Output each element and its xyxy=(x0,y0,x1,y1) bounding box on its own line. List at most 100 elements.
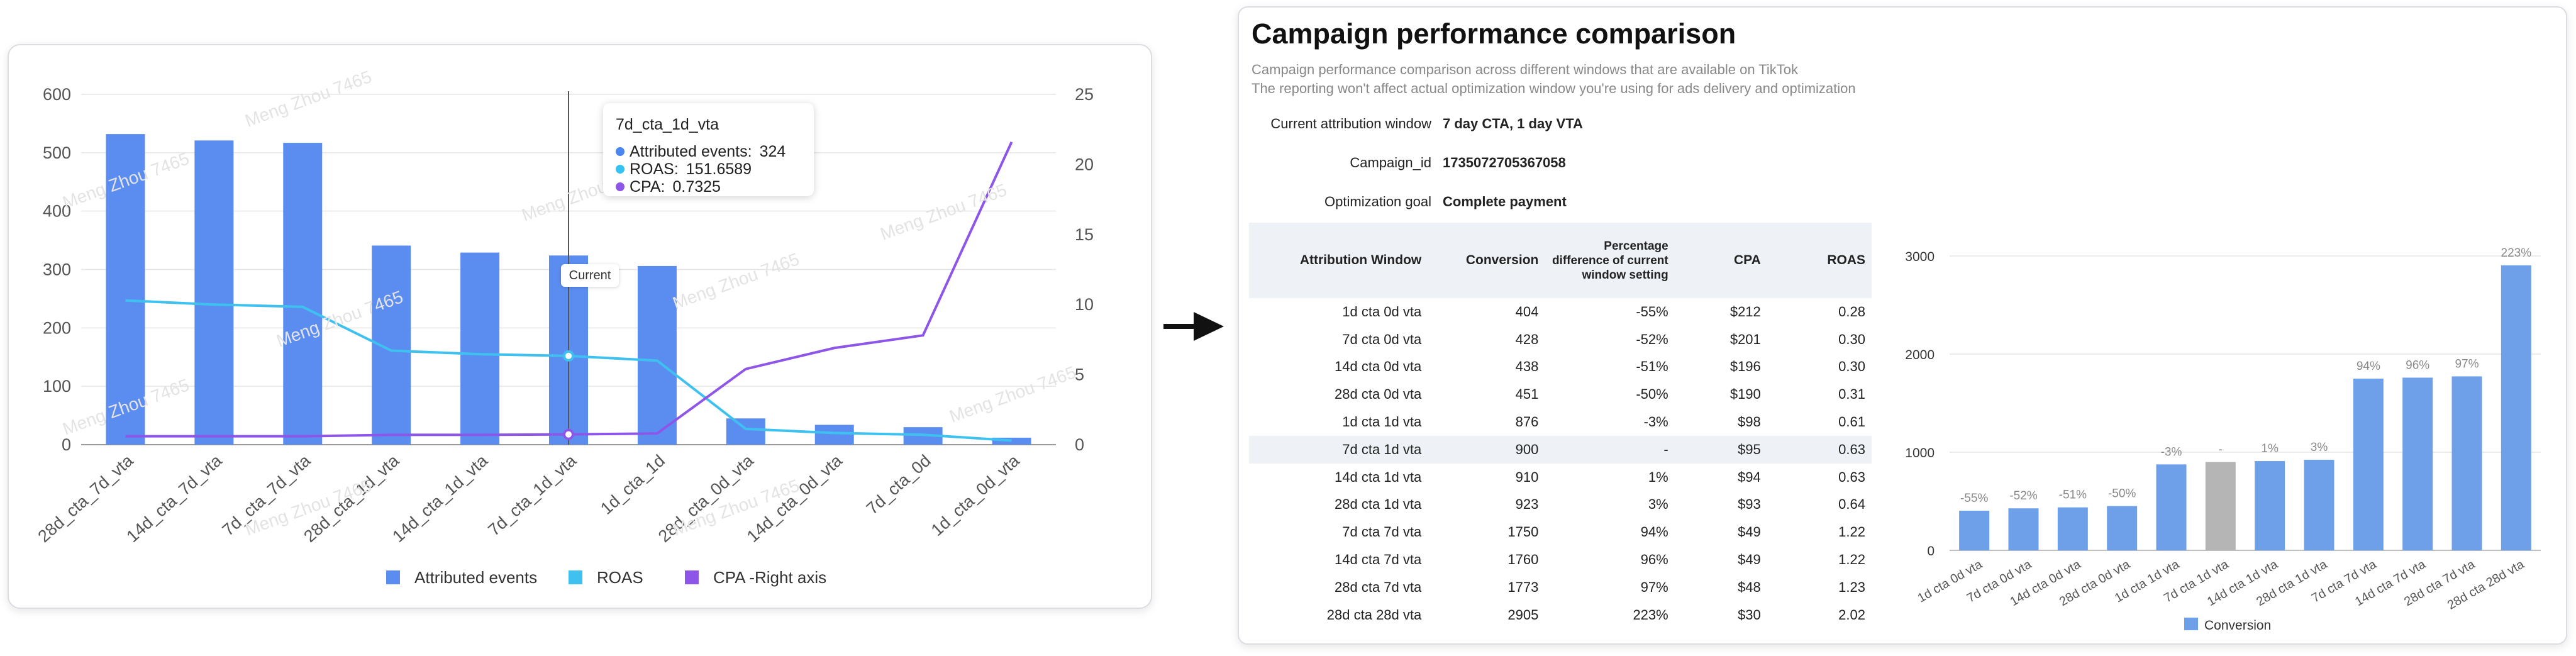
table-cell: 94% xyxy=(1640,524,1668,540)
data-label: -55% xyxy=(1960,492,1988,505)
table-cell: 7d cta 0d vta xyxy=(1342,331,1422,347)
table-cell: 0.64 xyxy=(1838,496,1865,513)
bar xyxy=(637,265,677,445)
y-tick-label: 0 xyxy=(1927,544,1935,559)
data-label: 96% xyxy=(2406,359,2429,372)
tooltip-title: 7d_cta_1d_vta xyxy=(616,116,719,133)
conversion-bar-chart: 0 1000 2000 3000 -55% -52% -51% -50% -3% - 1% 3% 94%… xyxy=(1905,247,2541,630)
tooltip-value: 324 xyxy=(759,142,786,160)
table-cell: -52% xyxy=(1636,331,1668,347)
table-header-row: Attribution Window Conversion Percentage… xyxy=(1249,223,1872,298)
table-cell: 7d cta 1d vta xyxy=(1249,435,1433,464)
watermark-text: Meng Zhou 7465 xyxy=(670,249,802,313)
table-cell: 223% xyxy=(1633,606,1668,623)
table-cell: 28d cta 28d vta xyxy=(1326,606,1422,623)
table-cell: $30 xyxy=(1738,606,1761,623)
legend-attributed-icon xyxy=(386,570,400,584)
table-cell: 1% xyxy=(1648,469,1668,485)
table-cell: $190 xyxy=(1729,386,1761,403)
watermark-text: Meng Zhou 7465 xyxy=(242,67,374,131)
tooltip-row-cpa: CPA: 0.7325 xyxy=(616,178,801,196)
bar xyxy=(992,437,1031,445)
table-cell: - xyxy=(1541,435,1671,464)
y2-tick-label: 10 xyxy=(1075,295,1094,314)
table-cell: 0.30 xyxy=(1838,359,1865,375)
optimization-goal-label: Optimization goal xyxy=(1324,194,1431,209)
x-tick-label: 7d_cta_1d_vta xyxy=(484,451,580,540)
y-tick-label: 3000 xyxy=(1905,250,1935,264)
legend-cpa-icon xyxy=(685,570,699,584)
table-cell: 923 xyxy=(1515,496,1539,513)
table-cell: 910 xyxy=(1515,469,1539,485)
data-label: 1% xyxy=(2261,442,2279,455)
bar xyxy=(814,425,854,445)
bar xyxy=(2353,379,2384,550)
table-cell: -50% xyxy=(1636,386,1668,403)
table-cell: 0.31 xyxy=(1838,386,1865,403)
table-cell: 1.22 xyxy=(1838,552,1865,568)
bar xyxy=(2451,376,2482,550)
table-row: 28d cta 1d vta 923 3% $93 0.64 xyxy=(1249,491,1872,519)
table-cell: 900 xyxy=(1433,435,1541,464)
table-cell: 28d cta 1d vta xyxy=(1335,496,1422,513)
table-cell: 1.22 xyxy=(1838,524,1865,540)
table-cell: 1.23 xyxy=(1838,579,1865,595)
y-tick-label: 200 xyxy=(43,318,71,337)
table-cell: $196 xyxy=(1729,359,1761,375)
x-tick-label: 28d_cta_7d_vta xyxy=(35,451,138,547)
tooltip-row-roas: ROAS: 151.6589 xyxy=(616,160,801,178)
table-cell: $98 xyxy=(1738,414,1761,430)
y-tick-label: 100 xyxy=(43,377,71,396)
y2-tick-label: 15 xyxy=(1075,225,1094,244)
column-header: Percentage difference of current window … xyxy=(1541,223,1671,298)
table-cell: 876 xyxy=(1515,414,1539,430)
bar xyxy=(283,143,323,445)
table-cell: -55% xyxy=(1636,303,1668,320)
data-label: -51% xyxy=(2059,489,2087,502)
bar xyxy=(194,140,234,445)
subtitle-line: Campaign performance comparison across d… xyxy=(1252,62,1799,77)
table-cell: -51% xyxy=(1636,359,1668,375)
table-cell: $94 xyxy=(1738,469,1761,485)
page-subtitle: Campaign performance comparison across d… xyxy=(1252,60,1856,98)
bar xyxy=(2501,265,2531,550)
table-cell: 14d cta 0d vta xyxy=(1335,359,1422,375)
bar xyxy=(2304,460,2334,550)
table-cell: $93 xyxy=(1738,496,1761,513)
subtitle-line: The reporting won't affect actual optimi… xyxy=(1252,81,1856,96)
table-cell: 14d cta 7d vta xyxy=(1335,552,1422,568)
table-cell: $95 xyxy=(1670,435,1763,464)
data-label: 3% xyxy=(2311,441,2328,454)
watermark-text: Meng Zhou 7465 xyxy=(947,362,1079,426)
table-cell: $201 xyxy=(1729,331,1761,347)
current-window-label: Current attribution window xyxy=(1270,116,1431,131)
bar xyxy=(106,134,145,445)
y-tick-label: 2000 xyxy=(1905,348,1935,362)
legend-roas-label: ROAS xyxy=(597,568,643,587)
table-body: 1d cta 0d vta 404 -55% $212 0.28 7d cta 0d vt… xyxy=(1249,298,1872,629)
tooltip-value: 0.7325 xyxy=(672,177,721,196)
table-cell: 1773 xyxy=(1507,579,1539,595)
table-row: 14d cta 7d vta 1760 96% $49 1.22 xyxy=(1249,546,1872,574)
y-tick-label: 600 xyxy=(43,85,71,104)
page-title: Campaign performance comparison xyxy=(1252,18,1736,50)
campaign-comparison-panel: Campaign performance comparison Campaign… xyxy=(1238,6,2567,645)
current-tag: Current xyxy=(561,264,619,287)
table-row: 28d cta 0d vta 451 -50% $190 0.31 xyxy=(1249,381,1872,408)
watermark-text: Meng Zhou 7465 xyxy=(877,180,1009,244)
data-label: 94% xyxy=(2357,360,2380,373)
table-row: 7d cta 0d vta 428 -52% $201 0.30 xyxy=(1249,326,1872,353)
table-cell: 96% xyxy=(1640,552,1668,568)
y-tick-label: 0 xyxy=(62,435,71,454)
table-cell: 7d cta 7d vta xyxy=(1342,524,1422,540)
table-row: 1d cta 1d vta 876 -3% $98 0.61 xyxy=(1249,408,1872,436)
data-label: -3% xyxy=(2161,445,2182,459)
table-cell: 14d cta 1d vta xyxy=(1335,469,1422,485)
table-row: 7d cta 1d vta 900- $95 0.63 xyxy=(1249,435,1872,464)
table-cell: 451 xyxy=(1515,386,1539,403)
table-cell: $49 xyxy=(1738,552,1761,568)
table-row: 28d cta 28d vta 2905 223% $30 2.02 xyxy=(1249,601,1872,629)
table-cell: 1d cta 1d vta xyxy=(1342,414,1422,430)
table-cell: 2.02 xyxy=(1838,606,1865,623)
table-cell: 1750 xyxy=(1507,524,1539,540)
